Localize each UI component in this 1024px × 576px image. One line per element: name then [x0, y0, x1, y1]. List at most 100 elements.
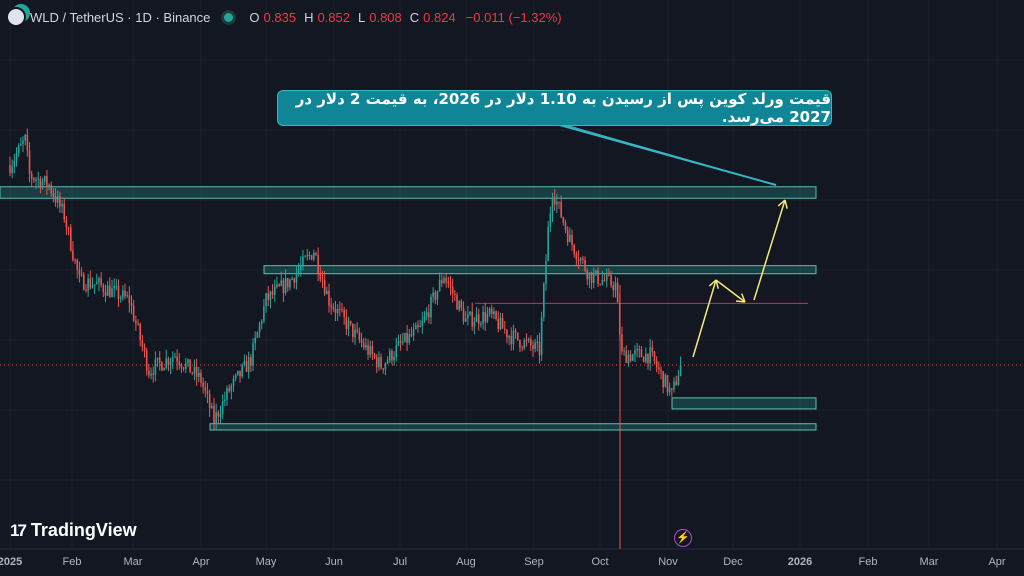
candle-body [662, 371, 664, 388]
candle-body [634, 350, 636, 355]
candle-body [41, 181, 44, 188]
candle-body [154, 359, 157, 375]
open-label: O [249, 9, 260, 25]
time-axis-label: Apr [192, 556, 210, 568]
candle-body [295, 273, 298, 283]
candle-body [497, 318, 500, 330]
candle-body [289, 279, 291, 288]
candle-body [100, 278, 102, 286]
candle-body [488, 308, 491, 314]
candle-body [184, 362, 187, 369]
candle-body [230, 385, 233, 392]
candle-body [321, 279, 324, 281]
candle-body [462, 308, 465, 322]
candle-body [367, 344, 369, 355]
candle-body [150, 373, 152, 376]
candle-body [124, 290, 126, 296]
candle-body [664, 375, 667, 388]
annotation-callout[interactable]: قیمت ورلد کوین پس از رسیدن به 1.10 دلار … [277, 90, 832, 126]
candle-body [195, 366, 198, 377]
candle-body [59, 196, 61, 207]
low-label: L [358, 9, 366, 25]
candle-body [252, 343, 254, 366]
candle-body [143, 346, 146, 351]
candle-body [475, 314, 478, 323]
time-axis-label: Jul [392, 556, 408, 568]
candle-body [126, 295, 128, 297]
candle-body [174, 356, 176, 358]
projection-arrow-line [753, 199, 786, 301]
candle-body [551, 197, 554, 214]
candle-body [232, 378, 235, 386]
candle-body [397, 340, 400, 346]
candle-body [258, 323, 261, 333]
projection-arrow-line [715, 279, 746, 303]
candle-body [666, 375, 669, 392]
candle-body [356, 329, 358, 332]
candle-body [460, 300, 463, 309]
candle-body [213, 405, 215, 424]
lightning-icon[interactable]: ⚡ [674, 529, 692, 547]
candle-body [514, 330, 517, 333]
tradingview-logo: 17 TradingView [10, 520, 137, 541]
candle-body [228, 388, 230, 392]
candle-body [401, 341, 404, 343]
candle-body [399, 340, 402, 343]
candle-body [334, 308, 337, 313]
open-value: 0.835 [263, 9, 297, 25]
candle-body [74, 259, 76, 261]
candle-body [423, 316, 426, 321]
candle-body [484, 311, 487, 322]
candle-body [54, 196, 57, 203]
candle-body [480, 323, 482, 325]
time-axis-label: Aug [456, 556, 476, 568]
candle-body [187, 359, 189, 363]
candle-body [48, 184, 50, 187]
candle-body [297, 269, 300, 274]
candle-body [564, 222, 567, 230]
symbol-title[interactable]: WLD / TetherUS · 1D · Binance [30, 9, 211, 25]
candle-body [115, 286, 118, 288]
candle-body [80, 274, 83, 276]
candle-body [278, 284, 280, 286]
candle-body [345, 316, 348, 329]
candle-body [582, 258, 584, 261]
candle-body [378, 357, 380, 368]
time-axis-label: 2025 [0, 556, 23, 568]
candle-body [456, 295, 458, 310]
candle-body [247, 357, 250, 372]
candle-body [395, 345, 398, 357]
candle-body [65, 219, 68, 228]
candle-body [20, 143, 22, 146]
candle-body [306, 254, 309, 257]
projection-arrow-line [692, 279, 717, 358]
candle-body [243, 361, 246, 365]
candle-body [158, 357, 161, 363]
candle-body [482, 311, 484, 324]
candle-body [226, 388, 228, 400]
candle-body [369, 346, 372, 355]
candle-body [82, 274, 85, 290]
candle-body [241, 364, 243, 377]
candle-body [469, 311, 471, 315]
candle-body [302, 256, 304, 266]
candle-body [319, 273, 322, 280]
candle-body [645, 353, 647, 362]
candle-body [601, 279, 604, 285]
candle-body [419, 326, 421, 328]
candle-body [549, 213, 552, 227]
time-axis-label: Oct [591, 556, 609, 568]
candle-body [375, 357, 378, 368]
candle-body [638, 349, 641, 351]
candle-body [573, 244, 575, 254]
candle-body [486, 313, 489, 322]
candle-body [341, 309, 343, 311]
candle-body [276, 284, 278, 287]
candle-body [250, 357, 252, 366]
candle-body [326, 290, 328, 295]
time-axis-label: Sep [524, 556, 544, 568]
candle-body [388, 350, 391, 361]
candle-body [106, 285, 109, 296]
time-axis-label: Nov [658, 556, 678, 568]
